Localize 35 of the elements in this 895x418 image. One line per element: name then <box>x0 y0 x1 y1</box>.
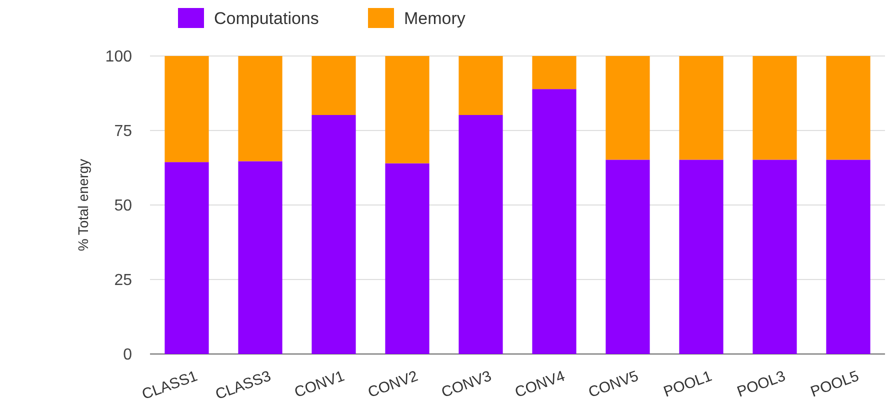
bar <box>312 56 356 116</box>
bar <box>679 160 724 354</box>
bar <box>826 160 870 354</box>
bar <box>238 56 282 162</box>
y-tick-label: 0 <box>123 346 132 364</box>
bar <box>385 56 430 164</box>
x-tick-label: POOL3 <box>734 368 788 401</box>
bar <box>752 56 797 160</box>
bar <box>752 160 797 354</box>
bar <box>606 56 650 160</box>
bar <box>458 115 503 354</box>
y-tick-label: 25 <box>114 272 132 290</box>
x-tick-label: CONV5 <box>586 368 641 402</box>
bar <box>532 89 576 354</box>
bar <box>164 56 209 162</box>
x-tick-label: CONV4 <box>512 368 568 402</box>
bar <box>458 56 503 116</box>
legend-label: Computations <box>214 8 319 28</box>
bar <box>164 162 209 354</box>
x-tick-label: CONV3 <box>439 368 494 402</box>
y-tick-label: 100 <box>105 48 132 66</box>
bar <box>238 161 282 354</box>
bar <box>312 115 356 354</box>
bar <box>606 160 650 354</box>
y-tick-label: 50 <box>114 198 132 215</box>
y-axis-title: % Total energy <box>75 158 91 252</box>
legend-label: Memory <box>404 8 466 28</box>
x-tick-label: POOL1 <box>661 368 714 401</box>
x-tick-label: CONV2 <box>366 368 420 402</box>
bar <box>826 56 870 160</box>
bar <box>532 56 576 90</box>
x-tick-label: CONV1 <box>292 368 347 402</box>
y-tick-label: 75 <box>114 123 132 140</box>
bar <box>385 163 430 354</box>
bar <box>679 56 724 160</box>
